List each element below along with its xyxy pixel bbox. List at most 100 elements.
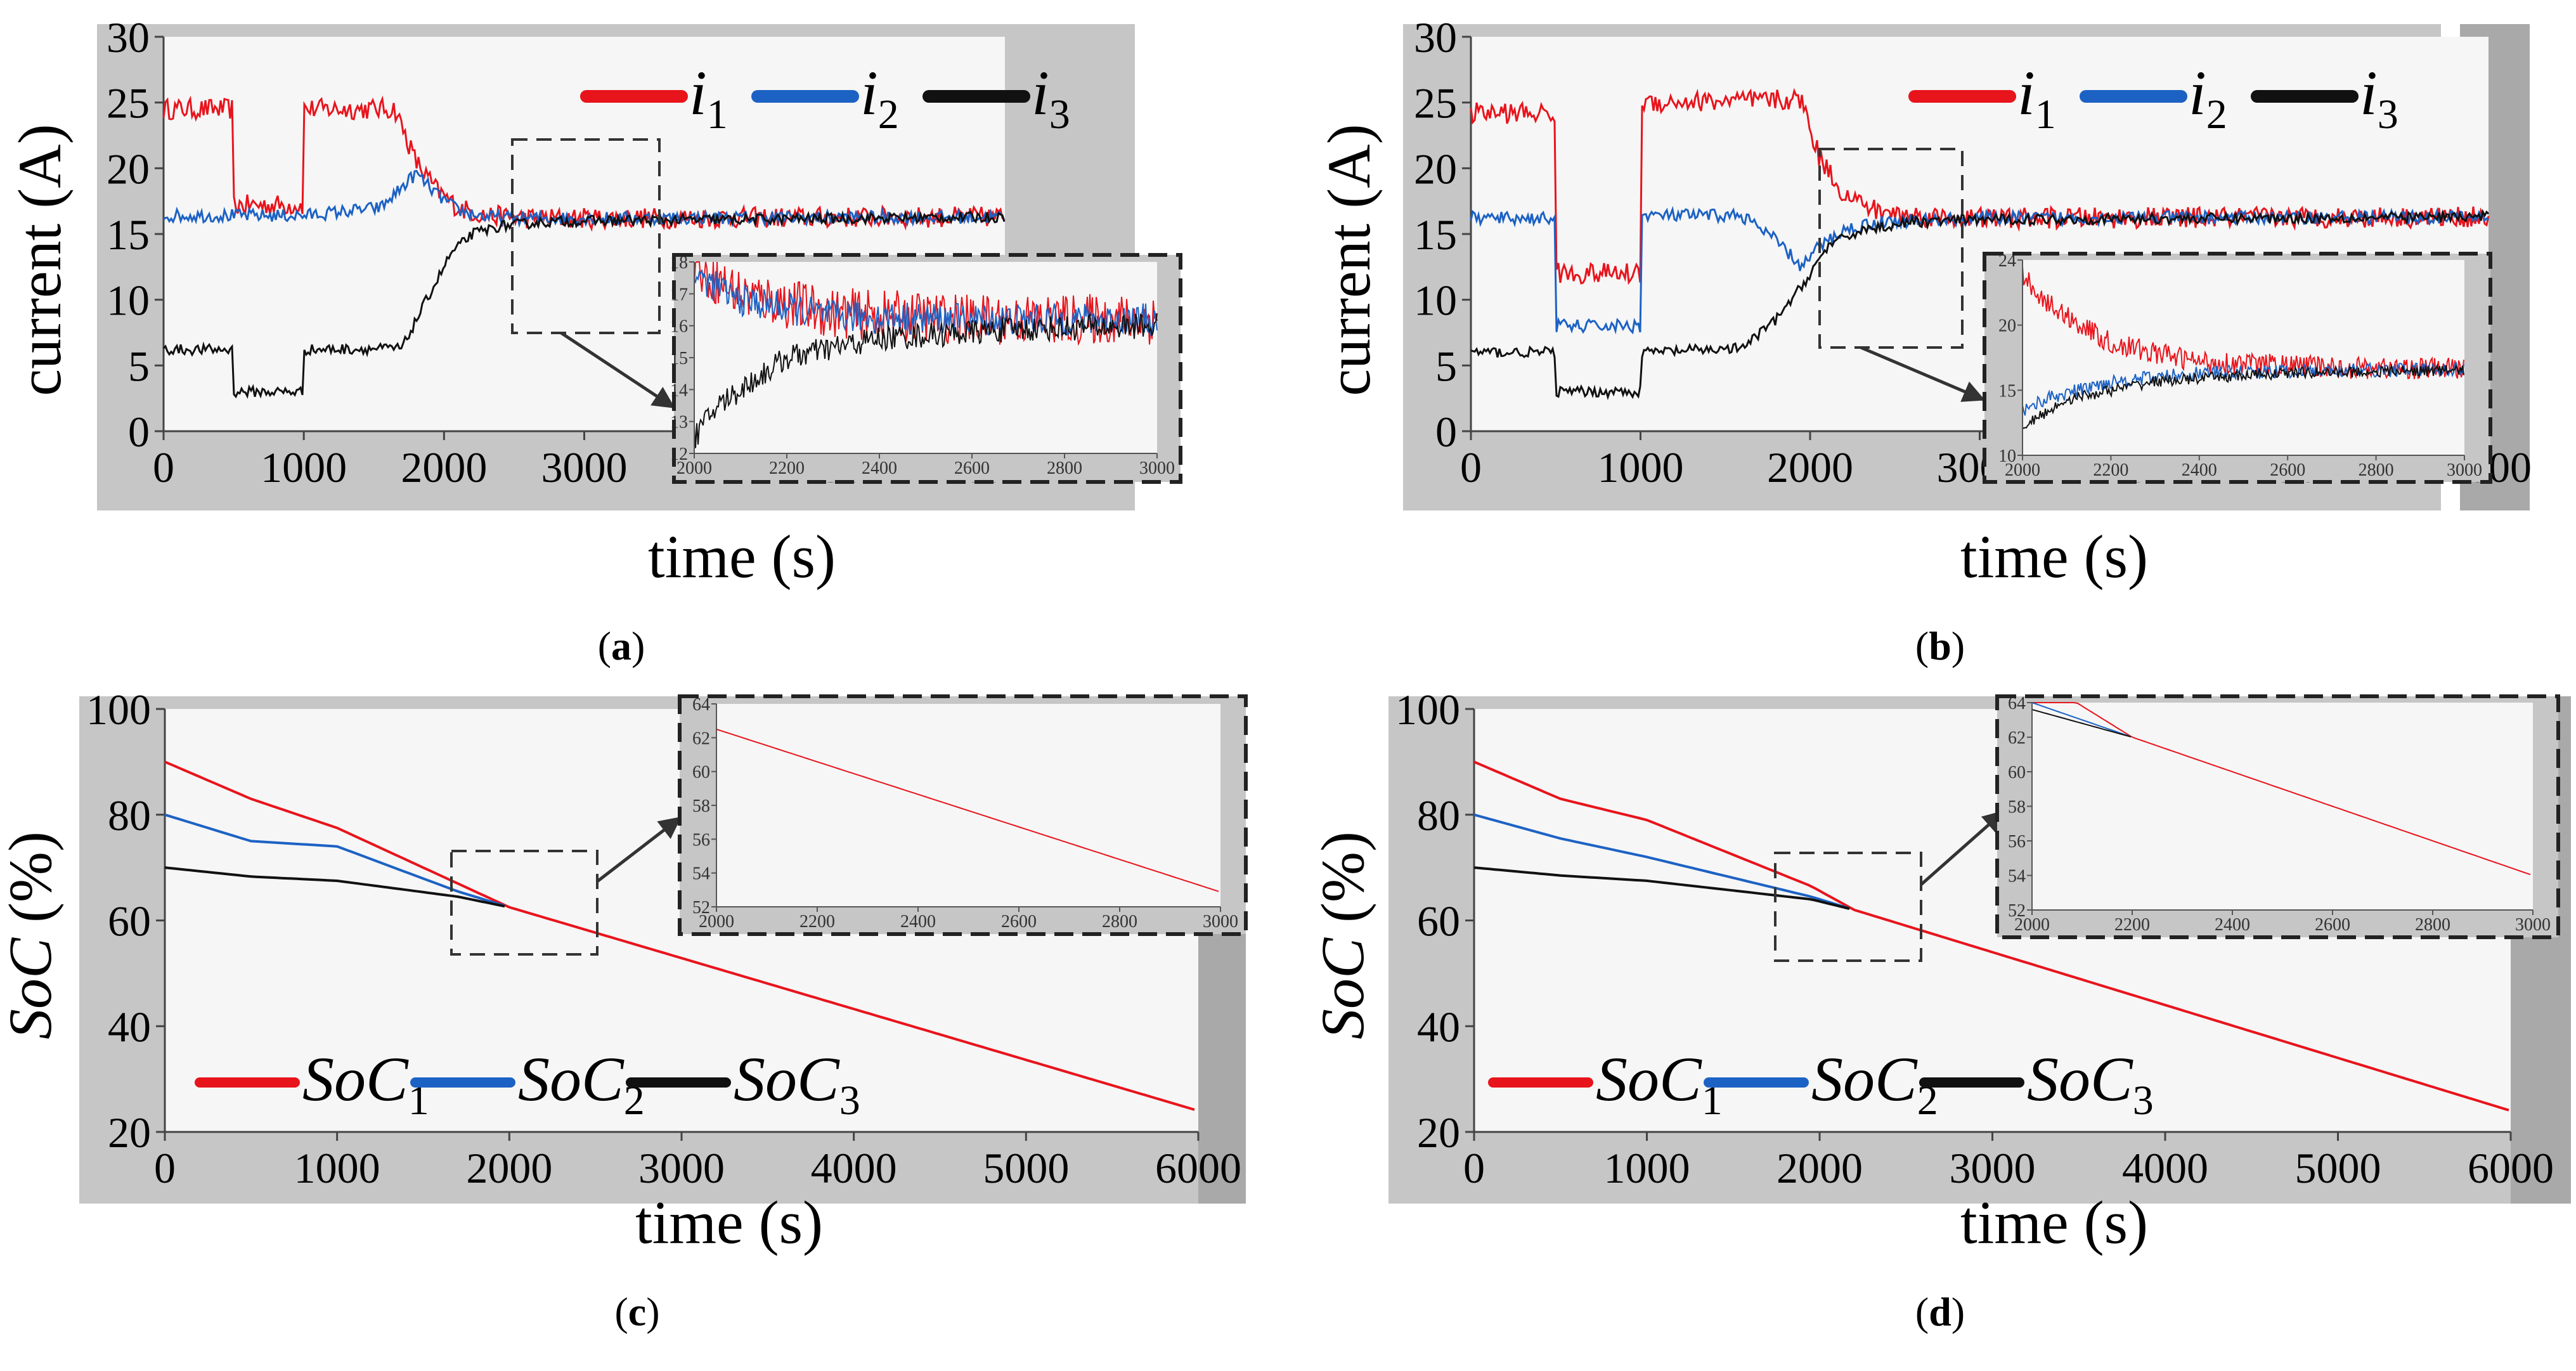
inset-series-line-SoC2	[2031, 702, 2132, 737]
x-tick-label: 1000	[261, 443, 347, 491]
inset-dashed-border	[1983, 252, 2492, 484]
series-line-SoC3	[1473, 866, 1850, 910]
series-group	[164, 760, 1195, 1111]
y-tick-label: 10	[107, 276, 150, 325]
legend: i1 i2 i3	[1908, 58, 2398, 138]
inset-x-tick-label: 2200	[2093, 460, 2128, 480]
x-tick-label: 1000	[294, 1144, 380, 1192]
inset-series-line-i1	[2022, 266, 2464, 380]
inset-plot-area	[2032, 703, 2533, 910]
x-tick-label: 4000	[811, 1144, 897, 1192]
inset-y-tick-label: 56	[2008, 832, 2026, 852]
panel-b: 0100020003000400050006000051015202530200…	[1315, 13, 2532, 668]
legend: SoC1 SoC2 SoC3	[1488, 1044, 2154, 1124]
legend-label-i1: i1	[2017, 58, 2056, 138]
inset-y-tick-label: 62	[692, 729, 710, 748]
x-axis-title: time (s)	[648, 523, 836, 590]
y-tick-label: 20	[1417, 1108, 1460, 1157]
inset-plot-area	[716, 704, 1220, 907]
inset-x-tick-label: 2000	[2005, 460, 2040, 480]
legend-label-i3: i3	[2360, 58, 2398, 138]
inset-x-tick-label: 2000	[2014, 915, 2050, 935]
inset-x-tick-label: 3000	[2515, 915, 2551, 935]
inset-series-group	[694, 261, 1158, 448]
inset-x-tick-label: 2400	[2215, 915, 2250, 935]
legend: SoC1 SoC2 SoC3	[195, 1044, 860, 1124]
zoom-arrow	[1920, 810, 2005, 886]
y-tick-label: 40	[1417, 1003, 1460, 1051]
inset-x-tick-label: 3000	[2447, 460, 2482, 480]
inset-series-line-i2	[694, 270, 1158, 337]
x-tick-label: 6000	[1155, 1144, 1241, 1192]
inset-x-tick-label: 2600	[2315, 915, 2350, 935]
panel-c: 0 1000 2000 3000 4000 5000 6000 20 40 60 80 100 2000…	[0, 686, 1248, 1334]
legend-label-i1: i1	[689, 58, 728, 138]
x-tick-label: 6000	[2468, 1144, 2554, 1192]
y-tick-label: 40	[108, 1003, 151, 1051]
series-group	[1470, 88, 2490, 401]
inset-x-tick-label: 2600	[954, 458, 990, 478]
legend-label-i3: i3	[1032, 58, 1070, 138]
inset-series-line-i3	[694, 313, 1158, 448]
inset-y-tick-label: 54	[692, 864, 710, 884]
y-tick-label: 15	[107, 211, 150, 259]
inset-series-group	[716, 729, 1219, 892]
series-line-i3	[1470, 209, 2490, 401]
legend-label-i2: i2	[2189, 58, 2227, 138]
inset-y-tick-label: 15	[1998, 381, 2016, 401]
x-tick-label: 0	[153, 443, 174, 491]
x-tick-label: 0	[154, 1144, 176, 1192]
y-tick-label: 30	[107, 13, 150, 62]
inset-series-line-SoC1	[716, 729, 1219, 892]
inset-y-tick-label: 52	[692, 898, 710, 918]
y-tick-label: 0	[1435, 408, 1457, 456]
y-axis-title: SoC (%)	[1309, 831, 1376, 1039]
inset-x-tick-label: 2400	[900, 912, 936, 932]
y-tick-label: 60	[1417, 897, 1460, 945]
inset-y-tick-label: 58	[2008, 798, 2026, 817]
inset-x-tick-label: 2800	[2359, 460, 2394, 480]
inset-dashed-border	[672, 253, 1182, 484]
y-axis-title: current (A)	[6, 124, 74, 396]
inset-y-tick-label: 60	[2008, 763, 2026, 783]
x-tick-label: 0	[1460, 443, 1482, 491]
y-tick-label: 25	[107, 79, 150, 127]
x-tick-label: 5000	[2295, 1144, 2381, 1192]
legend: i1 i2 i3	[580, 58, 1070, 138]
inset-x-tick-label: 2400	[862, 458, 897, 478]
y-tick-label: 10	[1414, 276, 1457, 325]
y-axis-title: current (A)	[1315, 124, 1383, 396]
x-tick-label: 1000	[1598, 443, 1684, 491]
series-line-SoC3	[164, 866, 505, 908]
inset-x-tick-label: 2800	[2415, 915, 2450, 935]
series-line-i1	[162, 95, 1006, 232]
x-axis-title: time (s)	[1960, 1188, 2148, 1256]
inset-x-tick-label: 2000	[676, 458, 712, 478]
inset-series-line-SoC3	[2031, 708, 2132, 737]
inset-y-tick-label: 64	[692, 695, 710, 715]
panel-caption: (c)	[614, 1289, 659, 1334]
x-tick-label: 3000	[638, 1144, 725, 1192]
x-axis-title: time (s)	[635, 1188, 823, 1256]
inset-x-tick-label: 2600	[1001, 912, 1037, 932]
inset-dashed-border	[1995, 694, 2560, 939]
panel-caption: (d)	[1915, 1289, 1965, 1334]
inset-x-tick-label: 2000	[699, 912, 734, 932]
series-line-SoC2	[1473, 813, 1850, 910]
y-tick-label: 60	[108, 897, 151, 945]
zoom-arrow	[596, 816, 682, 883]
y-tick-label: 15	[1414, 211, 1457, 259]
panel-d: 0 1000 2000 3000 4000 5000 6000 20 40 60 80 100 2000…	[1309, 686, 2571, 1334]
inset-x-tick-label: 2800	[1047, 458, 1082, 478]
legend-label-i2: i2	[860, 58, 899, 138]
series-line-SoC1	[1473, 760, 2509, 1112]
inset-x-tick-label: 2400	[2182, 460, 2217, 480]
y-tick-label: 20	[107, 145, 150, 193]
inset-y-tick-label: 56	[692, 830, 710, 850]
panel-caption: (a)	[598, 623, 645, 668]
x-tick-label: 0	[1463, 1144, 1485, 1192]
zoom-arrow	[560, 331, 675, 409]
y-tick-label: 100	[86, 686, 151, 734]
zoom-region-box	[450, 850, 599, 956]
